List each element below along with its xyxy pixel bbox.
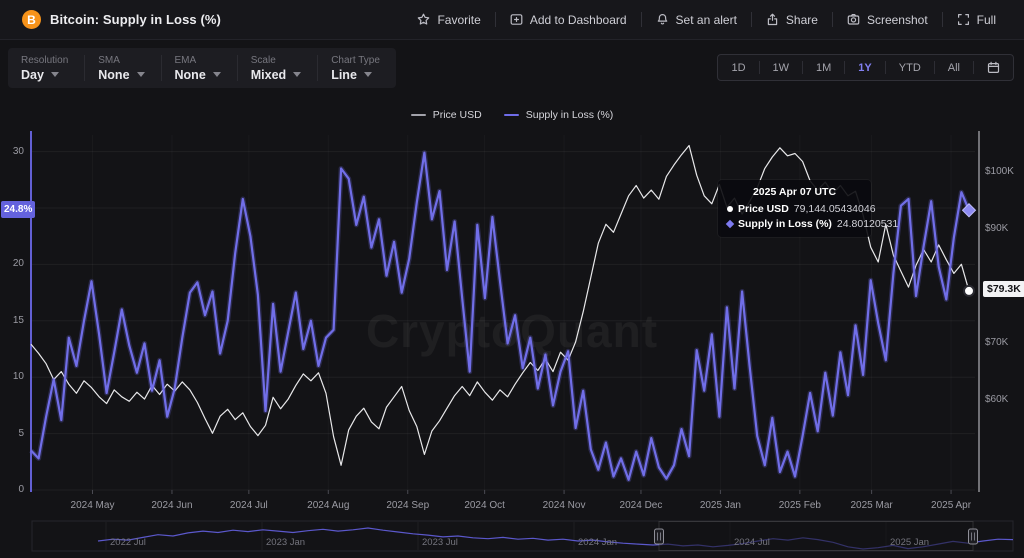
- chart-type-value: Line: [331, 67, 357, 82]
- fullscreen-icon: [957, 14, 969, 25]
- navigator-outline: [31, 520, 1014, 552]
- navigator-selected-range[interactable]: [658, 521, 974, 551]
- range-1w[interactable]: 1W: [772, 61, 790, 74]
- header-separator: [750, 12, 752, 27]
- chevron-down-icon: [136, 72, 145, 77]
- chevron-down-icon: [212, 72, 221, 77]
- scale-value: Mixed: [250, 67, 287, 82]
- dashboard-add-icon: [510, 14, 523, 25]
- toolbar-separator: [236, 55, 238, 81]
- chart-type-dropdown[interactable]: Chart Type Line: [318, 48, 396, 88]
- chart-toolbar: Resolution Day SMA None EMA None Scale M…: [8, 48, 396, 88]
- range-ytd[interactable]: YTD: [898, 61, 921, 74]
- star-icon: [418, 13, 430, 25]
- navigator-right-handle[interactable]: [968, 528, 978, 545]
- share-button[interactable]: Share: [752, 8, 832, 32]
- page-title: Bitcoin: Supply in Loss (%): [50, 12, 221, 27]
- range-separator: [802, 61, 804, 74]
- tooltip-price-label: Price USD: [738, 203, 789, 215]
- ema-value: None: [174, 67, 206, 82]
- chart-canvas[interactable]: [0, 92, 1024, 522]
- supply-in-loss-line: [30, 151, 971, 481]
- range-separator: [933, 61, 935, 74]
- screenshot-button[interactable]: Screenshot: [833, 8, 942, 32]
- scale-label: Scale: [250, 54, 276, 66]
- calendar-icon: [987, 61, 1000, 74]
- bitcoin-icon: B: [22, 10, 41, 29]
- right-axis-current-value-badge: $79.3K: [983, 280, 1024, 297]
- supply-marker-icon: [725, 219, 735, 229]
- toolbar-separator: [160, 55, 162, 81]
- set-alert-label: Set an alert: [675, 12, 737, 27]
- title-wrap: B Bitcoin: Supply in Loss (%): [0, 10, 221, 29]
- fullscreen-button[interactable]: Full: [943, 8, 1010, 32]
- range-separator: [844, 61, 846, 74]
- range-all[interactable]: All: [947, 61, 960, 74]
- price-end-marker: [963, 284, 975, 297]
- camera-icon: [847, 14, 860, 25]
- tooltip-price-row: Price USD 79,144.05434046: [727, 203, 876, 215]
- share-icon: [767, 13, 778, 26]
- sma-label: SMA: [98, 54, 120, 66]
- range-1d[interactable]: 1D: [731, 61, 746, 74]
- supply-end-marker: [961, 203, 977, 218]
- toolbar-separator: [84, 55, 86, 81]
- share-label: Share: [785, 12, 818, 27]
- resolution-value: Day: [21, 67, 44, 82]
- add-to-dashboard-button[interactable]: Add to Dashboard: [496, 8, 641, 32]
- range-1m[interactable]: 1M: [816, 61, 832, 74]
- range-selector: 1D 1W 1M 1Y YTD All: [717, 54, 1014, 81]
- range-separator: [758, 61, 760, 74]
- scale-dropdown[interactable]: Scale Mixed: [238, 48, 317, 88]
- range-1y[interactable]: 1Y: [858, 61, 872, 74]
- set-alert-button[interactable]: Set an alert: [642, 8, 751, 32]
- sma-value: None: [98, 67, 130, 82]
- tooltip-supply-label: Supply in Loss (%): [738, 218, 832, 230]
- tooltip-supply-value: 24.80120531: [836, 218, 899, 230]
- header-separator: [494, 12, 496, 27]
- main-chart[interactable]: Price USD Supply in Loss (%) CryptoQuant…: [0, 92, 1024, 522]
- chevron-down-icon: [50, 72, 59, 77]
- header-actions: Favorite Add to Dashboard Set an alert S…: [403, 8, 1024, 32]
- tooltip-supply-row: Supply in Loss (%) 24.80120531: [725, 218, 898, 230]
- header-separator: [831, 12, 833, 27]
- sma-dropdown[interactable]: SMA None: [85, 48, 160, 88]
- header: B Bitcoin: Supply in Loss (%) Favorite A…: [0, 0, 1024, 40]
- header-separator: [640, 12, 642, 27]
- favorite-label: Favorite: [437, 12, 481, 27]
- favorite-button[interactable]: Favorite: [403, 8, 494, 32]
- chart-type-label: Chart Type: [331, 54, 380, 66]
- toolbar-separator: [317, 55, 319, 81]
- ema-label: EMA: [174, 54, 197, 66]
- resolution-dropdown[interactable]: Resolution Day: [8, 48, 84, 88]
- bell-icon: [657, 14, 667, 25]
- ema-dropdown[interactable]: EMA None: [162, 48, 237, 88]
- add-to-dashboard-label: Add to Dashboard: [529, 12, 627, 27]
- resolution-label: Resolution: [21, 54, 69, 66]
- header-separator: [941, 12, 943, 27]
- chevron-down-icon: [363, 72, 372, 77]
- left-axis-current-value-badge: 24.8%: [1, 201, 36, 219]
- chart-tooltip: 2025 Apr 07 UTC Price USD 79,144.0543404…: [718, 180, 898, 237]
- tooltip-date: 2025 Apr 07 UTC: [752, 186, 837, 198]
- price-marker-icon: [727, 206, 733, 212]
- chevron-down-icon: [293, 72, 302, 77]
- range-calendar-button[interactable]: [974, 55, 1013, 80]
- range-separator: [884, 61, 886, 74]
- navigator-canvas[interactable]: [0, 520, 1024, 558]
- screenshot-label: Screenshot: [866, 12, 928, 27]
- range-separator: [973, 61, 974, 74]
- tooltip-price-value: 79,144.05434046: [793, 203, 876, 215]
- fullscreen-label: Full: [976, 12, 996, 27]
- chart-navigator[interactable]: 2022 Jul 2023 Jan 2023 Jul 2024 Jan 2024 Jul…: [0, 520, 1024, 558]
- navigator-left-handle[interactable]: [654, 528, 664, 545]
